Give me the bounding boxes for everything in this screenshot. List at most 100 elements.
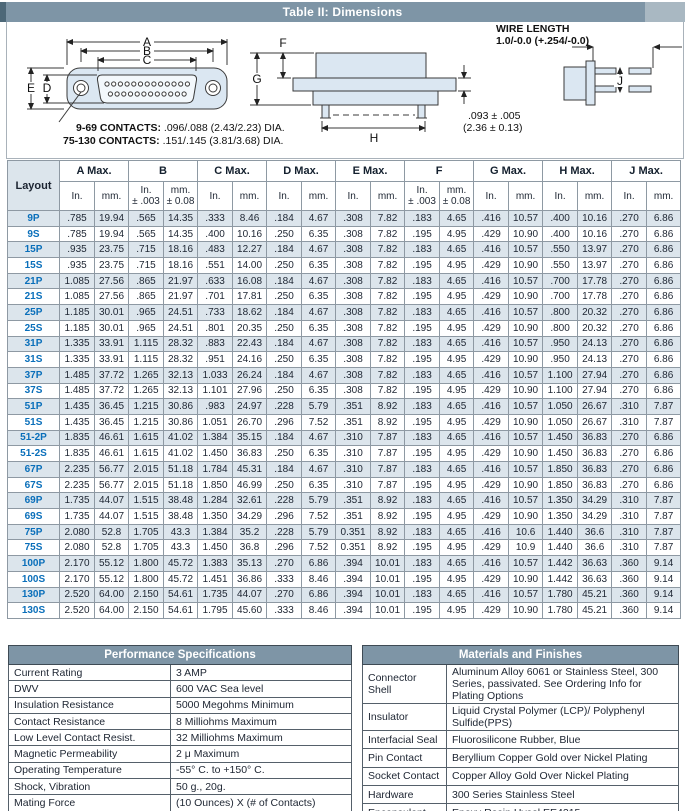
dim-value-cell: 54.61 [163, 602, 199, 619]
dim-value-cell: 10.01 [370, 570, 406, 588]
dim-value-cell: 1.615 [128, 429, 165, 447]
end-view-dim-labels: J WIRE LENGTH 1.0/-0.0 (+.254/-0.0) [496, 23, 623, 88]
dim-value-cell: 28.32 [163, 335, 199, 353]
unit-header: mm. [646, 181, 682, 211]
dim-value-cell: .965 [128, 319, 165, 337]
dim-value-cell: 34.29 [577, 492, 613, 510]
spec-row: Magnetic Permeability 2 μ Maximum [8, 745, 352, 763]
spec-label-cell: Insulator [362, 703, 447, 731]
table-row: 31S 1.335 33.91 1.115 28.32.951 24.16.250 6.35… [7, 351, 682, 368]
dim-value-cell: 52.8 [93, 539, 130, 557]
dim-value-cell: 6.86 [301, 555, 337, 572]
unit-header: In. ± .003 [404, 181, 441, 211]
dim-value-cell: 43.3 [163, 523, 199, 541]
dim-value-cell: 4.95 [439, 602, 475, 619]
dim-value-cell: 35.2 [232, 523, 268, 541]
dim-value-cell: .195 [404, 382, 441, 400]
dim-value-cell: 2.235 [59, 476, 95, 494]
spec-value-cell: -55° C. to +150° C. [170, 761, 352, 780]
unit-header: In. [542, 181, 579, 211]
spec-row: Low Level Contact Resist. 32 Milliohms Ma… [8, 729, 352, 747]
unit-header: In. [266, 181, 303, 211]
dim-value-cell: 24.97 [232, 398, 268, 415]
spec-value-cell: (10 Ounces) X (# of Contacts) [170, 794, 352, 811]
dim-value-cell: .416 [473, 461, 510, 478]
dim-value-cell: .429 [473, 413, 510, 431]
layout-cell: 67S [7, 476, 60, 494]
dim-value-cell: 20.32 [577, 319, 613, 337]
dim-value-cell: 10.6 [508, 523, 544, 541]
dim-value-cell: 10.16 [232, 225, 268, 243]
dim-value-cell: 1.835 [59, 429, 95, 447]
unit-header: In. [611, 181, 648, 211]
dim-value-cell: 1.350 [542, 492, 579, 510]
dim-label-a: A [143, 35, 151, 49]
dim-value-cell: .360 [611, 570, 648, 588]
dim-value-cell: 10.57 [508, 461, 544, 478]
dim-value-cell: .270 [611, 319, 648, 337]
dim-value-cell: .270 [266, 555, 303, 572]
dim-value-cell: .935 [59, 241, 95, 259]
dim-value-cell: .800 [542, 319, 579, 337]
dim-value-cell: 23.75 [93, 241, 130, 259]
dim-value-cell: 43.3 [163, 539, 199, 557]
dim-value-cell: .250 [266, 257, 303, 274]
table-row: 21P 1.085 27.56.865 21.97.633 16.08.184 4.67.… [7, 272, 682, 290]
dim-value-cell: 34.29 [577, 508, 613, 525]
table-row: 9P .785 19.94.565 14.35.333 8.46.184 4.67.308… [7, 210, 682, 227]
unit-header: mm. [508, 181, 544, 211]
dim-value-cell: 2.235 [59, 461, 95, 478]
dim-value-cell: 26.67 [577, 398, 613, 415]
dim-value-cell: .715 [128, 257, 165, 274]
dim-value-cell: 41.02 [163, 429, 199, 447]
spec-label-cell: Pin Contact [362, 748, 447, 768]
spec-value-cell: 300 Series Stainless Steel [446, 784, 679, 805]
dim-value-cell: 10.57 [508, 398, 544, 415]
dim-value-cell: 1.450 [542, 429, 579, 447]
dim-value-cell: 4.65 [439, 335, 475, 353]
dim-value-cell: 9.14 [646, 555, 682, 572]
dim-value-cell: 1.450 [197, 539, 234, 557]
table-title-bar: Table II: Dimensions [0, 2, 685, 22]
dim-value-cell: 1.085 [59, 272, 95, 290]
dim-value-cell: 20.35 [232, 319, 268, 337]
contacts-note-small: 9-69 CONTACTS: .096/.088 (2.43/2.23) DIA… [76, 122, 285, 134]
dim-value-cell: 18.16 [163, 241, 199, 259]
dim-value-cell: 44.07 [93, 492, 130, 510]
dim-value-cell: 10.90 [508, 382, 544, 400]
dim-value-cell: .184 [266, 366, 303, 384]
dim-value-cell: 2.170 [59, 555, 95, 572]
dim-value-cell: 1.440 [542, 523, 579, 541]
dim-value-cell: 1.350 [542, 508, 579, 525]
dim-value-cell: 1.800 [128, 555, 165, 572]
dim-value-cell: 36.6 [577, 523, 613, 541]
dim-value-cell: 13.97 [577, 257, 613, 274]
dim-value-cell: 54.61 [163, 586, 199, 604]
dim-value-cell: 5.79 [301, 398, 337, 415]
dim-value-cell: 30.86 [163, 413, 199, 431]
dim-value-cell: .801 [197, 319, 234, 337]
unit-header: In. ± .003 [128, 181, 165, 211]
dim-value-cell: 10.57 [508, 210, 544, 227]
dim-label-c: C [143, 53, 152, 67]
dim-value-cell: .228 [266, 523, 303, 541]
dim-value-cell: 6.86 [646, 272, 682, 290]
dim-value-cell: .551 [197, 257, 234, 274]
dim-value-cell: 1.284 [197, 492, 234, 510]
wire-length-title: WIRE LENGTH [496, 23, 570, 35]
table-row: 31P 1.335 33.91 1.115 28.32.883 22.43.184 4.67… [7, 335, 682, 353]
dim-value-cell: 4.95 [439, 382, 475, 400]
dim-value-cell: 36.45 [93, 398, 130, 415]
table-row: 75P 2.080 52.8 1.705 43.3 1.384 35.2.228 5.79 0.… [7, 523, 682, 541]
dim-value-cell: 27.56 [93, 272, 130, 290]
table-row: 9S .785 19.94.565 14.35.400 10.16.250 6.35.30… [7, 225, 682, 243]
dim-value-cell: 2.520 [59, 602, 95, 619]
dim-value-cell: 4.95 [439, 288, 475, 306]
spec-row: DWV 600 VAC Sea level [8, 680, 352, 698]
dimensions-table: Layout A Max. B C Max. D Max. E Max. F G Max. H … [7, 160, 682, 619]
dim-value-cell: 1.100 [542, 382, 579, 400]
dim-value-cell: .183 [404, 272, 441, 290]
title-bar-left-cap [0, 2, 6, 22]
dim-label-h: H [370, 131, 379, 145]
dim-value-cell: 32.13 [163, 366, 199, 384]
